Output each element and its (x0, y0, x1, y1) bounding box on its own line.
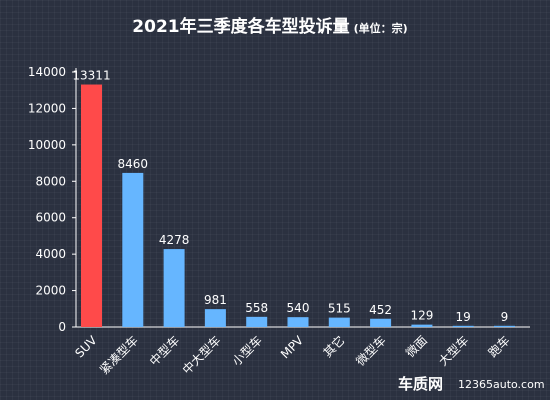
bar (287, 317, 309, 327)
bar (81, 84, 102, 327)
value-label: 540 (287, 301, 310, 315)
chart-title-unit: (单位：宗) (354, 21, 408, 35)
chart-title-main: 2021年三季度各车型投诉量 (132, 16, 349, 37)
x-category-label: 中大型车 (179, 333, 224, 378)
bars-group (81, 84, 515, 327)
y-tick-label: 12000 (28, 101, 66, 115)
value-label: 9 (501, 310, 509, 324)
y-tick-label: 10000 (28, 138, 66, 152)
value-label: 4278 (159, 233, 190, 247)
y-tick-label: 0 (58, 320, 66, 334)
value-label: 8460 (118, 157, 149, 171)
x-category-label: 紧凑型车 (96, 333, 141, 378)
value-label: 515 (328, 302, 351, 316)
x-category-label: MPV (278, 333, 307, 362)
x-category-label: 微面 (403, 333, 430, 360)
y-tick-label: 8000 (35, 174, 66, 188)
x-category-label: 小型车 (229, 333, 265, 369)
bar (494, 325, 515, 327)
x-category-label: 跑车 (485, 333, 513, 361)
y-tick-label: 4000 (35, 247, 66, 261)
chart-title: 2021年三季度各车型投诉量 (单位：宗) (132, 16, 407, 37)
watermark: 车质网 12365auto.com (398, 375, 545, 393)
x-category-label: 大型车 (435, 333, 471, 369)
x-category-label: 微型车 (353, 333, 389, 369)
bar (122, 172, 144, 327)
bar (328, 317, 350, 327)
bar (370, 318, 392, 327)
bar (452, 325, 474, 327)
value-label: 981 (204, 293, 227, 307)
x-category-label: 中型车 (146, 333, 182, 369)
bar (246, 316, 268, 327)
bar (411, 324, 433, 327)
bar (163, 249, 185, 327)
y-tick-label: 2000 (35, 284, 66, 298)
value-labels-group: 13311 8460 4278 981 558 540 515 452 129 19 9 (72, 69, 508, 324)
watermark-url: 12365auto.com (458, 378, 545, 391)
value-label: 129 (410, 309, 433, 323)
y-tick-label: 14000 (28, 65, 66, 79)
watermark-logo: 车质网 (398, 375, 443, 393)
x-category-label: SUV (72, 333, 100, 361)
value-label: 13311 (72, 69, 110, 83)
y-axis: 0 2000 4000 6000 8000 10000 12000 14000 (28, 65, 530, 334)
x-category-label: 其它 (320, 333, 348, 361)
y-tick-label: 6000 (35, 211, 66, 225)
value-label: 558 (245, 301, 268, 315)
value-label: 452 (369, 303, 392, 317)
value-label: 19 (456, 310, 471, 324)
bar (204, 309, 226, 327)
